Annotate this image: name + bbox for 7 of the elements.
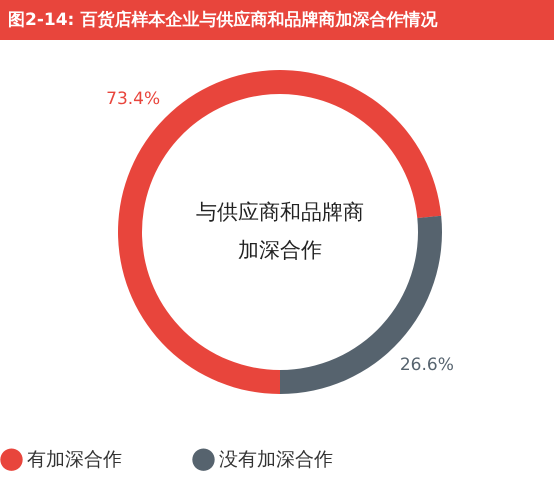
data-label: 26.6% <box>400 354 454 375</box>
legend-label: 有加深合作 <box>27 448 122 471</box>
data-label: 73.4% <box>106 89 160 110</box>
text: 与供应商和品牌商 <box>196 200 364 224</box>
text: 加深合作 <box>238 238 322 262</box>
legend-label: 没有加深合作 <box>219 448 333 471</box>
chart-title: 图2-14: 百货店样本企业与供应商和品牌商加深合作情况 <box>8 10 438 30</box>
